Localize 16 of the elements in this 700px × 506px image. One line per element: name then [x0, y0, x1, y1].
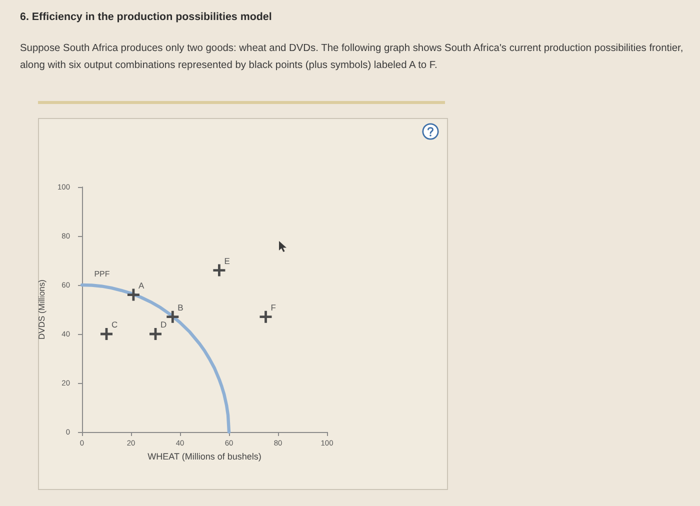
- annotation: C: [112, 320, 118, 330]
- text: Suppose South Africa produces only two goods: wheat and DVDs. The following graph shows South Africa's current production possibilities frontier, along with six output combinations represented by black points (plus symbols) labeled A to F.: [20, 42, 684, 73]
- x-axis-title: WHEAT (Millions of bushels): [148, 452, 262, 462]
- point: [127, 288, 140, 301]
- point: [213, 264, 226, 276]
- point: [260, 310, 272, 323]
- series-label: PPF: [94, 270, 110, 278]
- annotation: A: [138, 280, 144, 290]
- y-axis-title: DVDS (Millions): [36, 279, 46, 340]
- annotation: F: [270, 302, 276, 312]
- point: [166, 310, 179, 323]
- annotation: D: [160, 320, 167, 330]
- line-series: [80, 283, 231, 434]
- annotation: B: [178, 302, 184, 312]
- chart-title: 6. Efficiency in the production possibilities model: [20, 11, 272, 23]
- annotation: E: [224, 256, 230, 266]
